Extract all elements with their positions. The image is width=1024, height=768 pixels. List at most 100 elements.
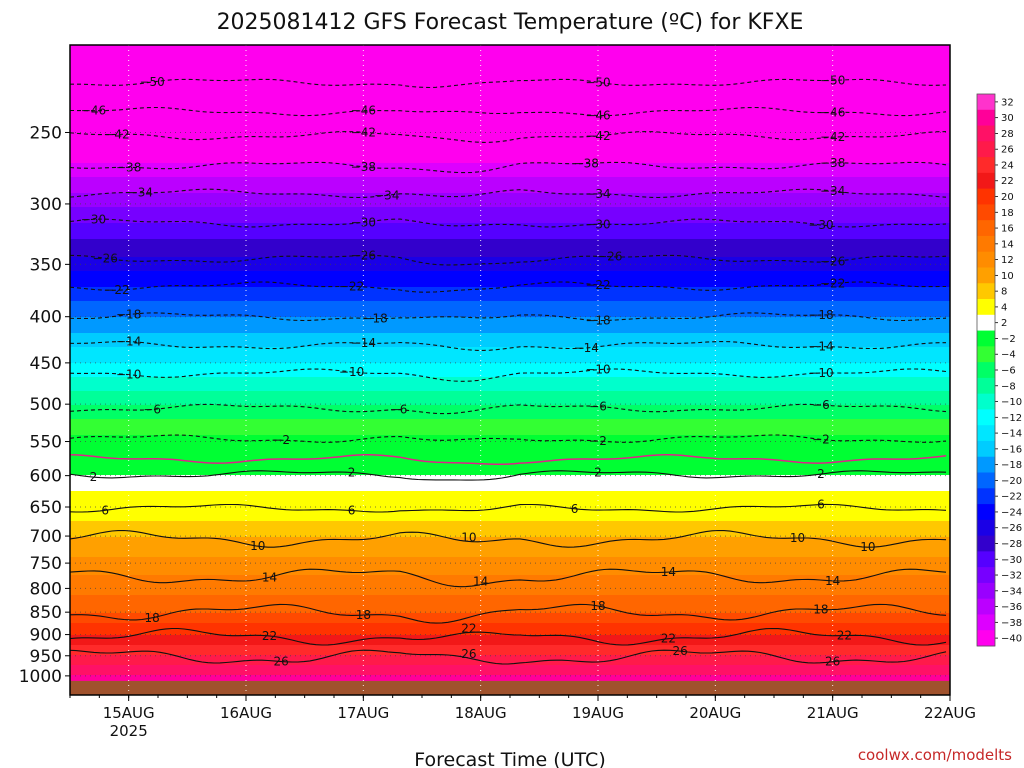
temperature-band — [70, 589, 950, 592]
temperature-band — [70, 89, 950, 92]
temperature-band — [70, 399, 950, 402]
y-tick-label: 650 — [30, 498, 62, 518]
colorbar-swatch — [977, 409, 995, 426]
colorbar-swatch — [977, 456, 995, 473]
temperature-band — [70, 349, 950, 352]
contour-label: 26 — [672, 644, 687, 658]
temperature-band — [70, 95, 950, 98]
temperature-band — [70, 361, 950, 364]
contour-label: −22 — [820, 277, 845, 291]
colorbar-swatch — [977, 204, 995, 221]
temperature-band — [70, 613, 950, 616]
temperature-band — [70, 217, 950, 220]
temperature-band — [70, 585, 950, 588]
temperature-band — [70, 673, 950, 676]
temperature-band — [70, 557, 950, 560]
temperature-band — [70, 427, 950, 430]
contour-label: −26 — [597, 250, 622, 264]
colorbar-swatch — [977, 314, 995, 331]
contour-label: −46 — [351, 104, 376, 118]
colorbar-label: 18 — [1001, 208, 1014, 219]
temperature-band — [70, 127, 950, 130]
temperature-band — [70, 647, 950, 650]
contour-line-22 — [70, 627, 947, 646]
temperature-band — [70, 193, 950, 196]
temperature-band — [70, 241, 950, 244]
temperature-band — [70, 477, 950, 480]
temperature-band — [70, 621, 950, 624]
temperature-band — [70, 265, 950, 268]
colorbar-label: −6 — [1001, 366, 1016, 377]
colorbar-label: −10 — [1001, 397, 1022, 408]
temperature-band — [70, 383, 950, 386]
temperature-band — [70, 627, 950, 630]
temperature-band — [70, 515, 950, 518]
contour-label: −22 — [339, 280, 364, 294]
temperature-band — [70, 497, 950, 500]
temperature-band — [70, 69, 950, 72]
temperature-band — [70, 353, 950, 356]
temperature-band — [70, 661, 950, 664]
temperature-band — [70, 229, 950, 232]
temperature-band — [70, 91, 950, 94]
temperature-band — [70, 625, 950, 628]
temperature-band — [70, 513, 950, 516]
contour-label: −14 — [808, 340, 833, 354]
temperature-band — [70, 77, 950, 80]
grid — [70, 45, 950, 695]
contour-label: 22 — [661, 632, 676, 646]
temperature-band — [70, 507, 950, 510]
temperature-band — [70, 207, 950, 210]
temperature-band — [70, 671, 950, 674]
contour-label: 22 — [461, 622, 476, 636]
contour-label: −46 — [585, 109, 610, 123]
temperature-band — [70, 221, 950, 224]
temperature-band — [70, 393, 950, 396]
y-tick-label: 250 — [30, 123, 62, 143]
temperature-band — [70, 421, 950, 424]
colorbar-label: 16 — [1001, 224, 1014, 235]
colorbar-swatch — [977, 614, 995, 631]
temperature-band — [70, 337, 950, 340]
colorbar-label: 28 — [1001, 129, 1014, 140]
temperature-band — [70, 561, 950, 564]
temperature-band — [70, 431, 950, 434]
temperature-band — [70, 269, 950, 272]
temperature-band — [70, 331, 950, 334]
colorbar-swatch — [977, 141, 995, 158]
temperature-band — [70, 443, 950, 446]
colorbar-label: −12 — [1001, 413, 1022, 424]
colorbar-swatch — [977, 157, 995, 174]
colorbar-label: −32 — [1001, 571, 1022, 582]
temperature-band — [70, 669, 950, 672]
contour-label: −22 — [104, 283, 129, 297]
temperature-band — [70, 641, 950, 644]
temperature-band — [70, 261, 950, 264]
contour-label: −34 — [128, 186, 153, 200]
temperature-band — [70, 485, 950, 488]
colorbar-swatch — [977, 299, 995, 316]
contour-label: 10 — [461, 531, 476, 545]
temperature-band — [70, 163, 950, 166]
temperature-band — [70, 355, 950, 358]
colorbar-swatch — [977, 94, 995, 111]
temperature-band — [70, 251, 950, 254]
temperature-band — [70, 267, 950, 270]
temperature-band — [70, 559, 950, 562]
temperature-band — [70, 255, 950, 258]
temperature-band — [70, 413, 950, 416]
temperature-band — [70, 527, 950, 530]
contour-label: 22 — [837, 629, 852, 643]
contour-label: −14 — [574, 341, 599, 355]
temperature-band — [70, 271, 950, 274]
x-tick-label: 17AUG — [337, 704, 389, 722]
y-tick-label: 950 — [30, 647, 62, 667]
colorbar-swatch — [977, 346, 995, 363]
temperature-band — [70, 75, 950, 78]
temperature-band — [70, 543, 950, 546]
temperature-band — [70, 299, 950, 302]
temperature-band — [70, 311, 950, 314]
temperature-band — [70, 133, 950, 136]
temperature-band — [70, 519, 950, 522]
